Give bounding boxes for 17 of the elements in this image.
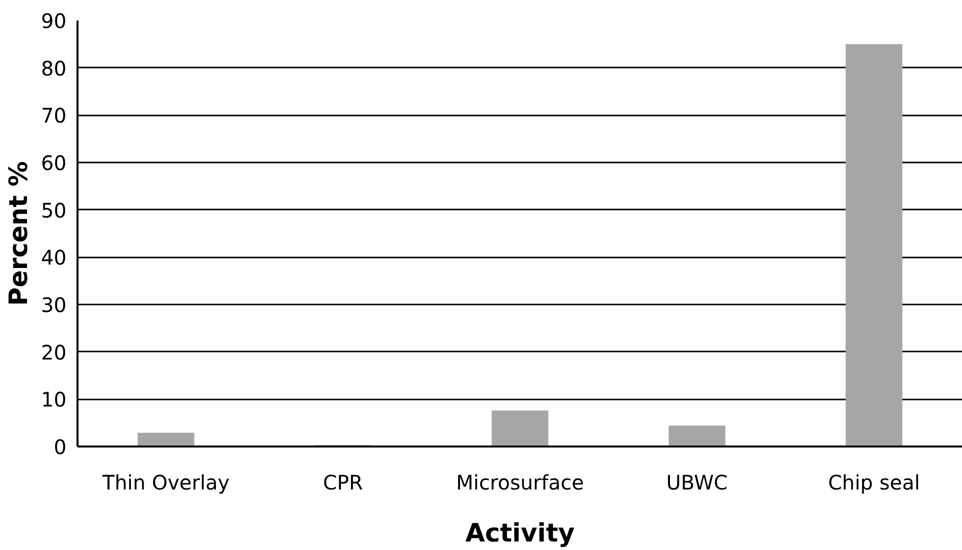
x-axis-title: Activity [465, 518, 576, 548]
x-tick-label: CPR [323, 470, 364, 494]
y-tick-label: 0 [54, 435, 67, 459]
y-axis-title: Percent % [3, 161, 34, 306]
x-tick-label: Microsurface [456, 470, 584, 494]
y-tick-label: 50 [41, 198, 67, 222]
y-tick-label: 40 [41, 246, 67, 270]
x-tick-label: Thin Overlay [101, 470, 230, 494]
y-tick-label: 80 [41, 56, 67, 80]
y-tick-label: 10 [41, 388, 67, 412]
y-tick-label: 30 [41, 293, 67, 317]
x-tick-label: UBWC [666, 470, 728, 494]
y-tick-label: 70 [41, 104, 67, 128]
y-tick-label: 20 [41, 340, 67, 364]
y-tick-label: 90 [41, 9, 67, 33]
y-tick-label: 60 [41, 151, 67, 175]
x-tick-label: Chip seal [828, 470, 920, 494]
